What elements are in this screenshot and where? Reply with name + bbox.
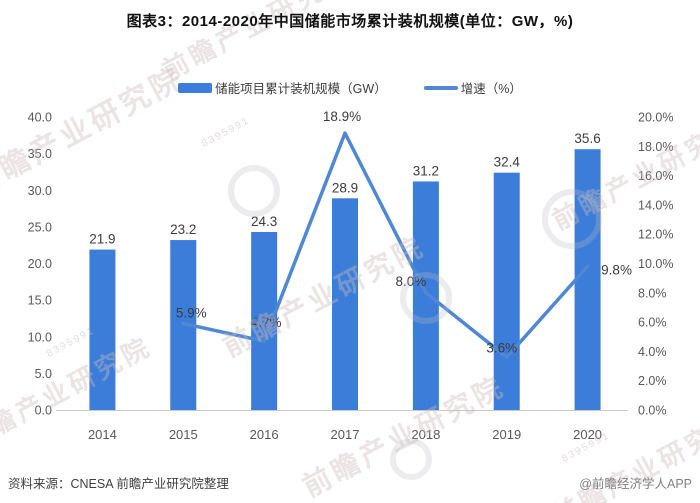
bar-value-label-2018: 31.2 [413,163,439,178]
line-value-label-2018: 8.0% [395,274,426,289]
line-value-label-2020: 9.8% [601,262,632,277]
right-axis-tick: 2.0% [638,374,667,388]
x-axis-label-2015: 2015 [169,427,198,442]
x-axis-label-2018: 2018 [411,427,440,442]
legend-label-line-series: 增速（%） [460,82,522,96]
line-series-swatch-icon [423,85,458,90]
right-axis-tick: 20.0% [638,111,673,125]
right-axis-tick: 16.0% [638,169,673,183]
bar-2018 [412,181,439,410]
bar-value-label-2020: 35.6 [574,131,600,146]
left-axis-tick: 10.0 [28,330,52,344]
right-axis-tick: 14.0% [638,198,673,212]
left-axis-tick: 0.0 [35,404,52,418]
right-axis-tick: 6.0% [638,316,667,330]
x-axis-label-2019: 2019 [492,427,521,442]
right-axis-tick: 12.0% [638,228,673,242]
x-axis-label-2017: 2017 [331,427,360,442]
left-axis-tick: 5.0 [35,367,52,381]
chart-title: 图表3：2014-2020年中国储能市场累计装机规模(单位：GW，%) [126,13,574,30]
bar-value-label-2014: 21.9 [89,232,115,247]
x-axis-label-2014: 2014 [88,427,117,442]
legend-item-bar-series: 储能项目累计装机规模（GW） [178,78,387,97]
x-axis-label-2016: 2016 [250,427,279,442]
line-value-label-2015: 5.9% [176,306,207,321]
left-axis-tick: 20.0 [28,257,52,271]
legend-item-line-series: 增速（%） [423,78,522,97]
bar-2020 [574,149,601,411]
right-axis-tick: 4.0% [638,345,667,359]
left-axis-tick: 30.0 [28,184,52,198]
bar-value-label-2015: 23.2 [170,222,196,237]
source-text: 资料来源：CNESA 前瞻产业研究院整理 [8,477,229,491]
growth-line [181,131,590,360]
legend-label-bar-series: 储能项目累计装机规模（GW） [215,82,387,96]
bar-2017 [332,198,358,410]
line-value-label-2019: 3.6% [486,340,517,355]
line-value-label-2017: 18.9% [323,109,361,124]
left-axis-tick: 15.0 [28,294,52,308]
left-axis-tick: 35.0 [28,147,52,161]
left-axis-tick: 25.0 [28,220,52,234]
bar-value-label-2019: 32.4 [494,155,521,170]
right-axis-tick: 8.0% [638,286,667,300]
chart-footer: 资料来源：CNESA 前瞻产业研究院整理 @前瞻经济学人APP [0,473,700,492]
bar-series-swatch-icon [178,82,213,93]
line-value-label-2016: 4.7% [251,315,282,330]
right-axis-tick: 0.0% [638,404,667,418]
right-axis-tick: 10.0% [638,257,673,271]
bar-2019 [493,172,520,410]
left-axis-tick: 40.0 [28,111,52,125]
bar-value-label-2017: 28.9 [332,180,358,195]
right-axis-tick: 18.0% [638,140,673,154]
credit-text: @前瞻经济学人APP [579,477,692,491]
x-axis-label-2020: 2020 [573,427,602,442]
chart-legend: 储能项目累计装机规模（GW） 增速（%） [0,78,700,97]
bar-2014 [89,249,116,410]
bar-value-label-2016: 24.3 [251,214,277,229]
